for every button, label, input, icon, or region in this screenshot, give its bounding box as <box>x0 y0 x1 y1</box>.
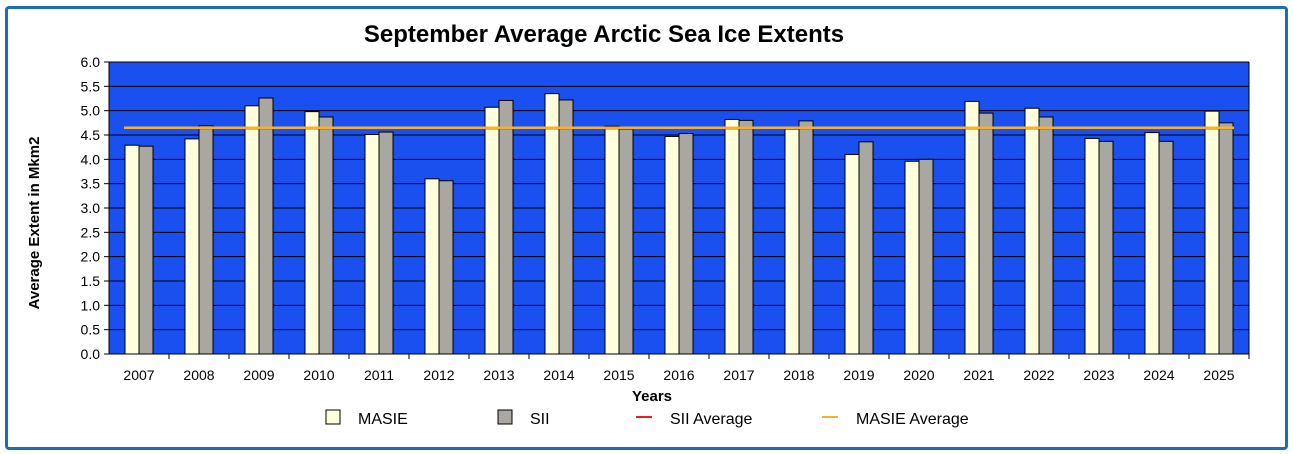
legend-label-masie: MASIE <box>358 411 408 428</box>
bar-sii <box>378 131 394 355</box>
bar-sii <box>1038 116 1054 355</box>
legend-label-sii: SII <box>530 411 550 428</box>
x-tick-label: 2009 <box>243 367 274 383</box>
bar-sii <box>138 145 154 355</box>
bar-masie <box>664 135 680 355</box>
y-tick-label: 4.0 <box>81 151 101 167</box>
bar-sii <box>858 141 874 355</box>
y-tick-label: 3.5 <box>81 176 101 192</box>
bar-sii <box>978 112 994 355</box>
bar-masie <box>724 118 740 355</box>
x-tick-label: 2020 <box>903 367 934 383</box>
y-tick-label: 0.0 <box>81 346 101 362</box>
bar-masie <box>484 106 500 355</box>
y-tick-label: 1.0 <box>81 297 101 313</box>
x-tick-label: 2025 <box>1203 367 1234 383</box>
x-tick-label: 2022 <box>1023 367 1054 383</box>
bar-masie <box>1144 132 1160 355</box>
bar-masie <box>424 178 440 355</box>
x-tick-label: 2015 <box>603 367 634 383</box>
x-tick-label: 2011 <box>364 367 394 383</box>
bar-sii <box>798 120 814 355</box>
y-axis-label: Average Extent in Mkm2 <box>26 137 43 310</box>
x-tick-label: 2016 <box>663 367 694 383</box>
y-tick-label: 4.5 <box>81 127 101 143</box>
x-tick-label: 2008 <box>183 367 214 383</box>
legend-swatch-masie <box>325 409 341 425</box>
plot-area: 0.0 0.5 1.0 1.5 2.0 2.5 3.0 3.5 4.0 4.5 5.0 5.5 6.0 2… <box>81 54 1250 383</box>
x-axis-label: Years <box>632 388 672 405</box>
legend: MASIE SII SII Average MASIE Average <box>325 409 969 428</box>
bar-masie <box>784 128 800 355</box>
x-tick-label: 2019 <box>843 367 874 383</box>
bar-masie <box>1204 110 1220 355</box>
bar-sii <box>618 128 634 355</box>
chart-title: September Average Arctic Sea Ice Extents <box>364 21 844 48</box>
x-tick-label: 2021 <box>963 367 994 383</box>
bar-sii <box>918 158 934 355</box>
bar-sii <box>438 180 454 355</box>
bar-sii <box>498 99 514 355</box>
bar-masie <box>364 134 380 355</box>
x-tick-label: 2024 <box>1143 367 1174 383</box>
legend-swatch-sii <box>497 409 513 425</box>
x-tick-label: 2023 <box>1083 367 1114 383</box>
bar-sii <box>678 133 694 355</box>
bar-masie <box>244 105 260 355</box>
bar-masie <box>544 93 560 355</box>
bar-masie <box>844 153 860 355</box>
bar-sii <box>1218 122 1234 355</box>
x-tick-label: 2014 <box>543 367 574 383</box>
bar-masie <box>604 125 620 355</box>
bar-masie <box>124 144 140 355</box>
x-tick-label: 2017 <box>723 367 754 383</box>
legend-label-masie-average: MASIE Average <box>856 411 969 428</box>
bar-sii <box>558 99 574 355</box>
x-tick-label: 2013 <box>483 367 514 383</box>
x-tick-label: 2007 <box>123 367 154 383</box>
bar-masie <box>1084 137 1100 355</box>
bar-sii <box>318 116 334 355</box>
bar-sii <box>258 97 274 355</box>
y-tick-label: 6.0 <box>81 54 101 70</box>
bar-sii <box>1098 140 1114 355</box>
bar-sii <box>738 119 754 355</box>
bar-masie <box>964 100 980 355</box>
y-tick-label: 0.5 <box>81 322 101 338</box>
legend-label-sii-average: SII Average <box>670 411 753 428</box>
y-tick-label: 3.0 <box>81 200 101 216</box>
bar-sii <box>1158 140 1174 355</box>
y-tick-label: 5.5 <box>81 78 101 94</box>
y-tick-label: 2.0 <box>81 249 101 265</box>
x-tick-label: 2018 <box>783 367 814 383</box>
x-tick-label: 2010 <box>303 367 334 383</box>
bar-masie <box>184 138 200 355</box>
y-tick-label: 5.0 <box>81 103 101 119</box>
bar-masie <box>904 160 920 355</box>
bar-sii <box>198 125 214 355</box>
y-tick-label: 2.5 <box>81 224 101 240</box>
x-tick-label: 2012 <box>423 367 454 383</box>
bar-masie <box>1024 107 1040 355</box>
y-tick-label: 1.5 <box>81 273 101 289</box>
bar-masie <box>304 111 320 355</box>
